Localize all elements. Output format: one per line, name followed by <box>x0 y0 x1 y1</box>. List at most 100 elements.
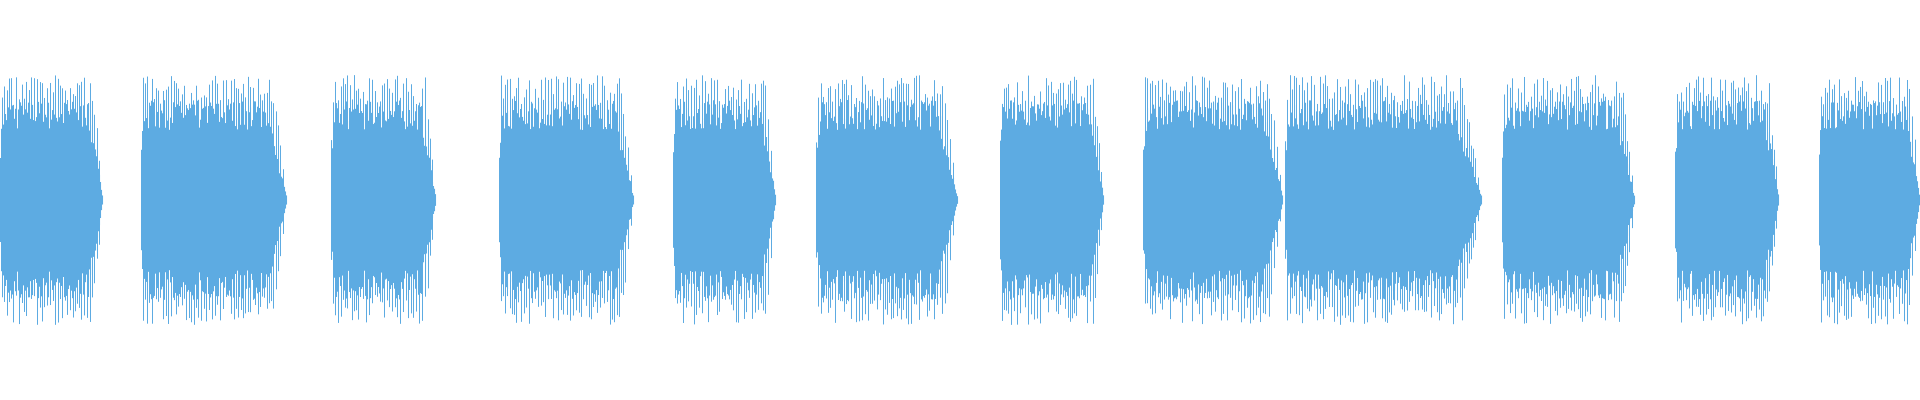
waveform-sample <box>52 110 54 290</box>
waveform-sample <box>1433 118 1435 282</box>
waveform-sample <box>1282 195 1284 205</box>
waveform-sample <box>1390 114 1392 286</box>
waveform-peak <box>623 113 624 296</box>
waveform-sample <box>1062 114 1064 286</box>
waveform-sample <box>23 114 25 286</box>
waveform-sample <box>1001 129 1003 271</box>
waveform-sample <box>195 115 197 285</box>
waveform-peak <box>746 98 747 313</box>
waveform-peak <box>267 92 268 309</box>
waveform-sample <box>585 118 587 282</box>
waveform-sample <box>1312 115 1314 285</box>
waveform-peak <box>341 86 342 317</box>
waveform-peak <box>1160 96 1161 304</box>
waveform-sample <box>1398 117 1400 283</box>
waveform-sample <box>59 117 61 283</box>
waveform-peak <box>1711 77 1712 321</box>
waveform-peak <box>1397 102 1398 301</box>
waveform-sample <box>834 116 836 284</box>
waveform-sample <box>531 101 533 299</box>
waveform-peak <box>1213 101 1214 302</box>
waveform-sample <box>727 105 729 295</box>
waveform-sample <box>1535 115 1537 285</box>
waveform-sample <box>775 194 777 206</box>
waveform-peak <box>738 90 739 323</box>
waveform-sample <box>1291 112 1293 288</box>
waveform-sample <box>762 123 764 277</box>
waveform-peak <box>1332 98 1333 308</box>
waveform-peak <box>1296 77 1297 314</box>
waveform-sample <box>74 108 76 292</box>
waveform-peak <box>372 79 373 304</box>
waveform-sample <box>1454 109 1456 291</box>
waveform-sample <box>684 101 686 299</box>
waveform-peak <box>377 102 378 297</box>
waveform-peak <box>1060 83 1061 305</box>
waveform-sample <box>941 138 943 262</box>
waveform-peak <box>851 85 852 319</box>
waveform-peak <box>714 80 715 298</box>
waveform-segment <box>331 75 437 324</box>
waveform-peak <box>1258 96 1259 308</box>
waveform-sample <box>1153 104 1155 296</box>
waveform-sample <box>1220 118 1222 282</box>
waveform-sample <box>756 105 758 295</box>
waveform-segment <box>0 75 104 325</box>
waveform-sample <box>1219 129 1221 271</box>
waveform-sample <box>207 122 209 278</box>
waveform-peak <box>524 97 525 314</box>
waveform-sample <box>33 120 35 280</box>
waveform-sample <box>1622 141 1624 259</box>
waveform-sample <box>342 124 344 276</box>
waveform-sample <box>757 125 759 275</box>
waveform-sample <box>1466 148 1468 252</box>
waveform-sample <box>1729 103 1731 297</box>
waveform-peak <box>389 88 390 308</box>
waveform-sample <box>1879 102 1881 298</box>
waveform-sample <box>1328 128 1330 272</box>
waveform-sample <box>1372 124 1374 276</box>
waveform-sample <box>1472 166 1474 234</box>
waveform-peak <box>1022 91 1023 296</box>
waveform-sample <box>64 102 66 298</box>
waveform-sample <box>1884 114 1886 286</box>
waveform-sample <box>833 120 835 280</box>
waveform-sample <box>1395 116 1397 284</box>
waveform-peak <box>586 98 587 306</box>
waveform-peak <box>868 90 869 321</box>
waveform-peak <box>1274 120 1275 269</box>
waveform-sample <box>1200 107 1202 293</box>
waveform-sample <box>1080 126 1082 274</box>
waveform-sample <box>1710 100 1712 300</box>
waveform-peak <box>532 103 533 304</box>
waveform-peak <box>1420 94 1421 298</box>
waveform-peak <box>1460 78 1461 298</box>
waveform-sample <box>1872 128 1874 272</box>
waveform-sample <box>770 172 772 228</box>
waveform-peak <box>526 89 527 308</box>
waveform-sample <box>421 106 423 294</box>
waveform-sample <box>577 106 579 294</box>
waveform-peak <box>1025 100 1026 308</box>
waveform-sample <box>522 116 524 284</box>
waveform-sample <box>235 126 237 274</box>
waveform-sample <box>936 116 938 284</box>
waveform-sample <box>1363 118 1365 282</box>
waveform-sample <box>1341 119 1343 281</box>
waveform-sample <box>1240 129 1242 271</box>
waveform-sample <box>1461 137 1463 263</box>
waveform-sample <box>550 114 552 286</box>
waveform-peak <box>1823 104 1824 301</box>
waveform-peak <box>1686 87 1687 301</box>
waveform-sample <box>568 104 570 296</box>
waveform-peak <box>1907 79 1908 325</box>
waveform-peak <box>1858 90 1859 297</box>
waveform-sample <box>513 110 515 290</box>
waveform-sample <box>1405 113 1407 287</box>
waveform-sample <box>1604 100 1606 300</box>
waveform-sample <box>1371 119 1373 281</box>
waveform-peak <box>1441 86 1442 315</box>
waveform-peak <box>255 101 256 306</box>
waveform-sample <box>1374 112 1376 288</box>
